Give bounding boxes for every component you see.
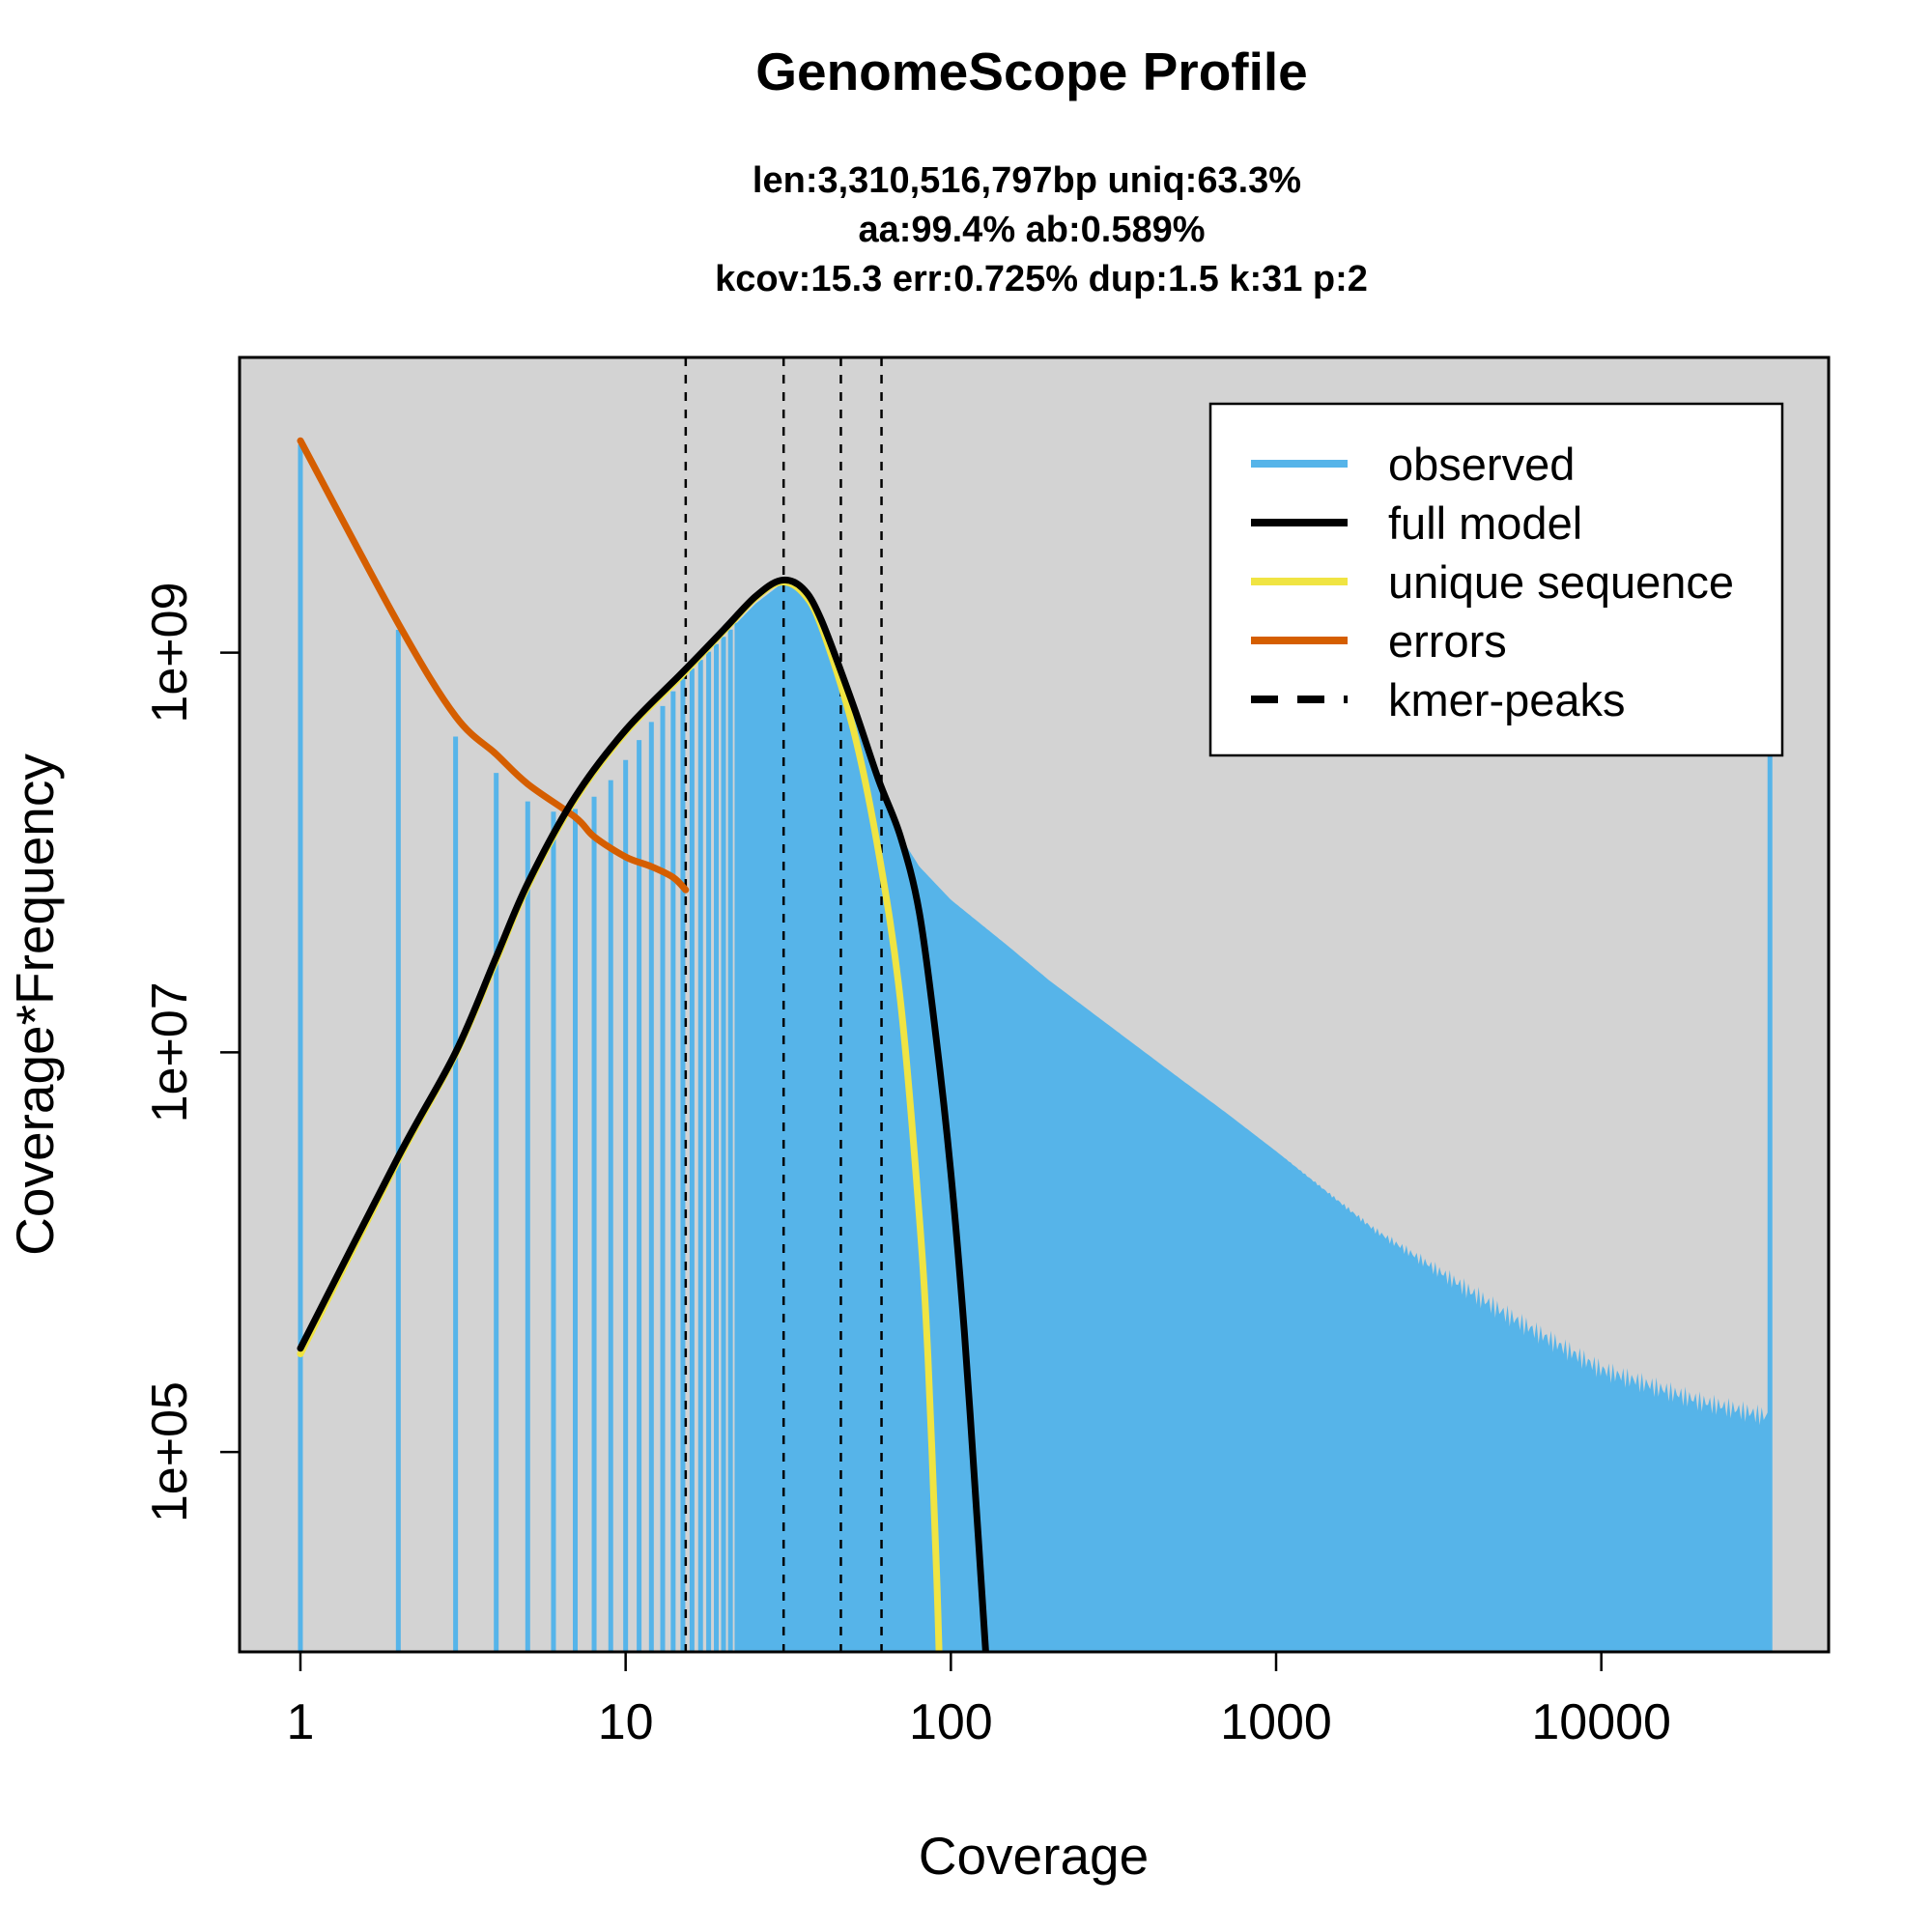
legend-label-errors: errors — [1388, 615, 1507, 667]
x-tick-label: 10 — [598, 1694, 654, 1750]
y-axis: 1e+05 1e+07 1e+09 — [142, 582, 242, 1522]
full-model-curve — [297, 576, 989, 1652]
model-curves — [297, 437, 989, 1652]
x-tick-label: 1 — [287, 1694, 315, 1750]
x-tick-label: 10000 — [1531, 1694, 1671, 1750]
legend: observed full model unique sequence errors k… — [1208, 402, 1784, 757]
x-tick-label: 1000 — [1220, 1694, 1332, 1750]
observed-area — [736, 584, 1771, 1652]
observed-bars — [298, 444, 1773, 1652]
chart-subtitle-line-3: kcov:15.3 err:0.725% dup:1.5 k:31 p:2 — [715, 259, 1368, 299]
chart-title: GenomeScope Profile — [755, 42, 1308, 101]
kmer-peak-lines — [684, 357, 883, 1652]
chart-subtitle-line-1: len:3,310,516,797bp uniq:63.3% — [753, 160, 1301, 201]
y-tick-label: 1e+07 — [142, 981, 198, 1122]
legend-label-unique-sequence: unique sequence — [1388, 556, 1734, 608]
y-axis-label: Coverage*Frequency — [5, 753, 65, 1256]
y-tick-label: 1e+09 — [142, 582, 198, 724]
chart-subtitle-line-2: aa:99.4% ab:0.589% — [858, 210, 1205, 250]
x-axis-label: Coverage — [919, 1826, 1149, 1886]
errors-curve — [297, 437, 690, 894]
x-axis: 1 10 100 1000 10000 — [287, 1650, 1671, 1750]
y-tick-label: 1e+05 — [142, 1381, 198, 1522]
legend-label-observed: observed — [1388, 439, 1575, 490]
legend-label-full-model: full model — [1388, 497, 1582, 549]
legend-label-kmer-peaks: kmer-peaks — [1388, 674, 1626, 725]
x-tick-label: 100 — [909, 1694, 993, 1750]
